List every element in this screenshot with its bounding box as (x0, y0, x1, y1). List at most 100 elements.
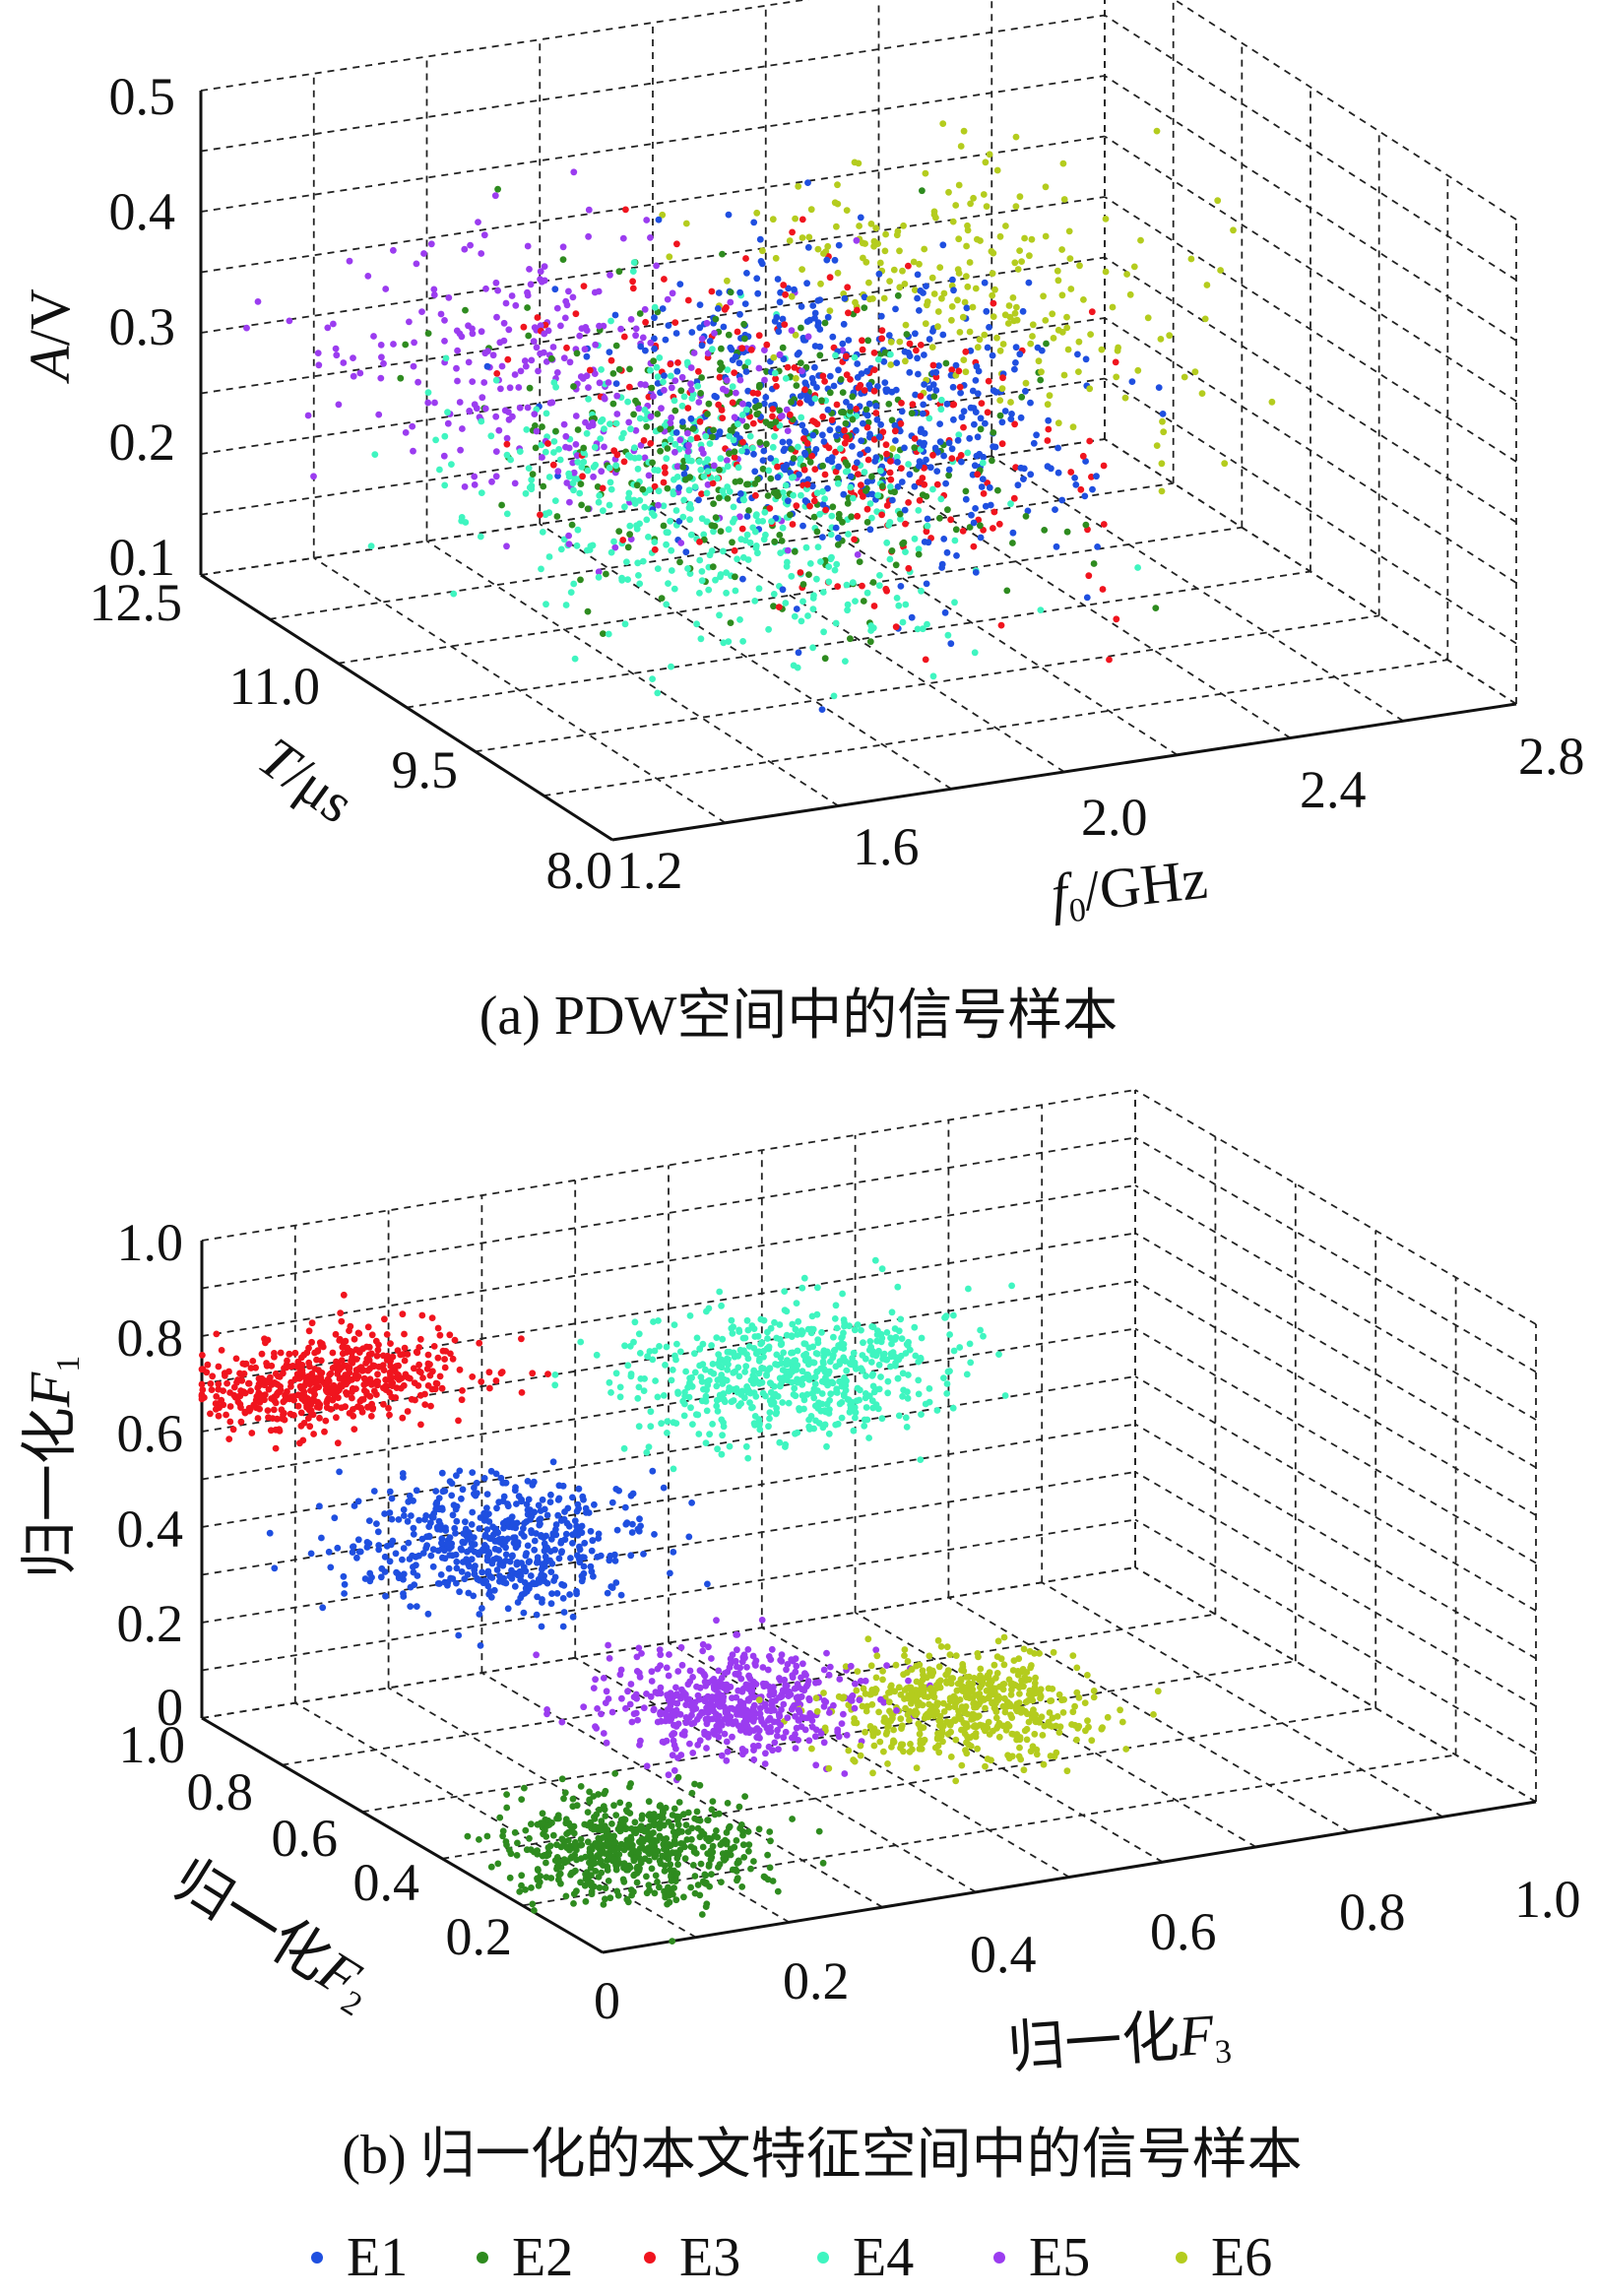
point-e2 (650, 357, 658, 365)
point-e2 (522, 1886, 529, 1893)
point-e5 (624, 1688, 631, 1695)
point-e3 (485, 1369, 493, 1376)
point-e4 (791, 612, 798, 620)
point-e3 (810, 497, 818, 505)
point-e1 (458, 1495, 465, 1502)
point-e6 (1073, 1664, 1081, 1672)
point-e6 (1004, 320, 1012, 327)
point-e1 (798, 303, 805, 310)
point-e5 (640, 1704, 648, 1712)
point-e3 (754, 390, 762, 397)
point-e5 (762, 1681, 770, 1688)
point-e3 (1099, 586, 1107, 593)
point-e3 (436, 1372, 444, 1380)
point-e4 (621, 503, 628, 511)
point-e6 (896, 247, 903, 255)
point-e4 (728, 1398, 735, 1406)
point-e5 (594, 1705, 601, 1712)
point-e4 (760, 536, 768, 543)
point-e5 (583, 372, 591, 380)
point-e1 (779, 438, 787, 446)
point-e5 (410, 362, 417, 370)
point-e4 (671, 440, 679, 448)
point-e3 (549, 461, 557, 469)
point-e2 (838, 409, 845, 415)
point-e5 (494, 287, 501, 294)
point-e6 (970, 194, 977, 202)
gridline (668, 1641, 1070, 1879)
point-e5 (782, 1682, 790, 1689)
point-e4 (819, 589, 827, 596)
point-e2 (615, 528, 623, 535)
point-e6 (666, 253, 673, 261)
point-e5 (639, 334, 647, 342)
point-e4 (577, 1338, 585, 1346)
point-e2 (558, 1835, 566, 1843)
point-e3 (782, 290, 789, 298)
point-e1 (400, 1590, 407, 1597)
point-e2 (745, 1841, 753, 1848)
point-e5 (492, 473, 500, 480)
point-e5 (495, 426, 503, 434)
point-e1 (381, 1553, 389, 1561)
point-e4 (626, 1343, 634, 1350)
point-e1 (824, 313, 832, 321)
point-e1 (945, 466, 953, 474)
point-e1 (938, 560, 946, 568)
point-e5 (788, 327, 796, 334)
point-e6 (1012, 133, 1020, 141)
point-e5 (698, 1708, 706, 1716)
point-e4 (516, 448, 524, 455)
point-e1 (840, 490, 848, 498)
point-e1 (943, 548, 951, 556)
point-e1 (921, 429, 928, 437)
point-e6 (995, 1733, 1003, 1741)
point-e2 (866, 638, 874, 646)
point-e1 (325, 1548, 333, 1556)
a-x-tick: 1.2 (616, 841, 683, 900)
point-e6 (1063, 324, 1071, 332)
point-e5 (658, 405, 665, 413)
point-e1 (847, 473, 855, 480)
point-e2 (789, 1816, 796, 1822)
point-e6 (856, 223, 862, 229)
point-e5 (854, 551, 862, 558)
point-e4 (760, 1316, 768, 1324)
point-e6 (872, 1674, 880, 1682)
point-e3 (747, 347, 755, 353)
point-e1 (476, 1576, 483, 1584)
point-e6 (985, 1681, 992, 1689)
point-e6 (1000, 1633, 1008, 1641)
point-e4 (940, 1374, 947, 1381)
point-e1 (589, 1537, 597, 1544)
point-e6 (976, 336, 984, 344)
point-e2 (569, 1795, 577, 1803)
point-e2 (630, 1888, 637, 1895)
point-e6 (834, 200, 842, 208)
point-e5 (613, 392, 621, 400)
point-e1 (977, 415, 985, 422)
point-e3 (393, 1363, 401, 1370)
a-x-tick: 1.6 (853, 817, 920, 876)
point-e3 (932, 373, 940, 381)
point-e2 (816, 351, 824, 359)
point-e2 (624, 543, 632, 551)
point-e3 (579, 473, 586, 480)
point-e6 (1042, 232, 1050, 240)
point-e4 (843, 1367, 851, 1374)
point-e1 (835, 366, 842, 374)
point-e4 (629, 268, 637, 275)
point-e1 (410, 1530, 417, 1538)
point-e3 (1010, 494, 1018, 502)
point-e5 (774, 1732, 781, 1740)
point-e1 (580, 1563, 588, 1570)
point-e1 (543, 1532, 549, 1540)
point-e6 (1087, 331, 1094, 338)
point-e5 (480, 379, 488, 386)
point-e5 (703, 1720, 711, 1728)
point-e2 (600, 1901, 607, 1908)
point-e4 (710, 528, 717, 536)
point-e4 (804, 612, 811, 619)
gridline (1134, 1089, 1537, 1325)
point-e4 (739, 638, 746, 645)
